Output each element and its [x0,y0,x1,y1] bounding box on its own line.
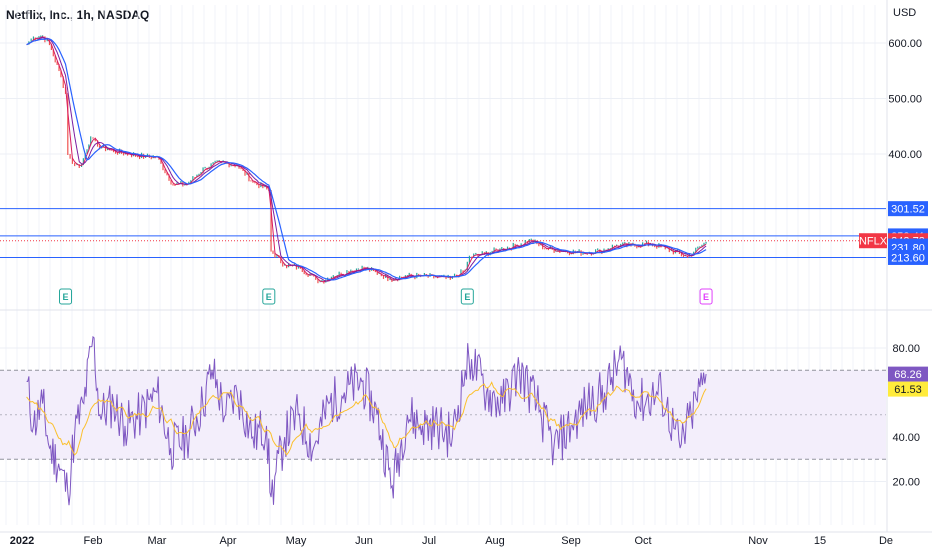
earnings-marker-label: E [63,292,69,302]
rsi-y-tick-label: 40.00 [892,432,920,444]
earnings-marker[interactable] [262,288,276,305]
earnings-marker-label: E [464,292,470,302]
x-tick-label: Aug [485,535,505,547]
x-tick-label: May [286,535,307,547]
price-tag-label: 301.52 [891,204,925,216]
rsi-band [0,370,886,460]
x-tick-label: Jun [355,535,373,547]
rsi-value-tag [888,366,928,382]
currency-label: USD [893,7,917,19]
x-tick-label: Mar [148,535,167,547]
chart-title: Netflix, Inc., 1h, NASDAQ [6,8,150,22]
rsi-y-tick-label: 80.00 [892,343,920,355]
moving-average-slow [26,38,707,281]
price-tag [888,201,928,217]
moving-average-mid [26,36,707,282]
y-tick-label: 400.00 [888,149,922,161]
rsi-value-tag-label: 68.26 [894,369,922,381]
rsi-signal-line [26,381,707,456]
earnings-marker[interactable] [460,288,474,305]
moving-average-fast [26,36,707,283]
x-tick-label: Nov [748,535,768,547]
x-tick-label: Sep [561,535,581,547]
symbol-tag-label: NFLX [859,236,888,248]
earnings-marker-label: E [266,292,272,302]
x-tick-label: Apr [219,535,236,547]
x-tick-label: Feb [84,535,103,547]
rsi-y-tick-label: 20.00 [892,477,920,489]
x-tick-label: Jul [422,535,436,547]
x-tick-label: 15 [814,535,826,547]
rsi-value-tag [888,381,928,397]
x-tick-label: De [879,535,893,547]
rsi-value-tag-label: 61.53 [894,384,922,396]
earnings-marker-label: E [703,292,709,302]
x-tick-label: Oct [634,535,651,547]
symbol-tag [859,233,887,249]
price-tag-label: 213.60 [891,252,925,264]
earnings-marker[interactable] [699,288,713,305]
x-tick-label: 2022 [10,535,34,547]
y-tick-label: 600.00 [888,38,922,50]
y-tick-label: 500.00 [888,94,922,106]
price-tag [888,249,928,265]
earnings-marker[interactable] [59,288,73,305]
